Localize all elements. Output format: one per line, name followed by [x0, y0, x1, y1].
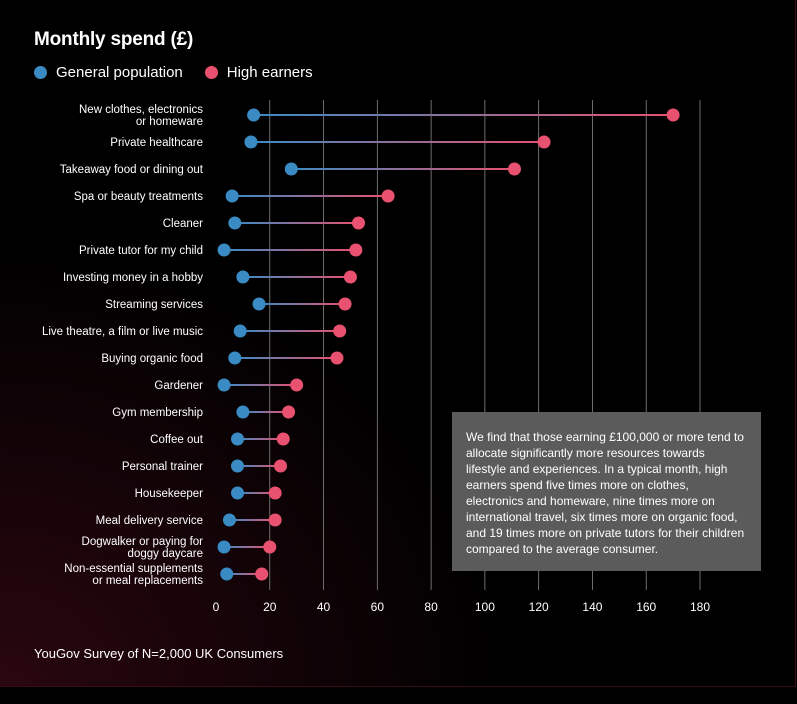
- point-general-population: [228, 216, 242, 230]
- point-high-earners: [290, 378, 304, 392]
- point-high-earners: [507, 162, 521, 176]
- x-tick-label-60: 60: [371, 600, 385, 614]
- x-tick-label-140: 140: [582, 600, 602, 614]
- point-high-earners: [255, 567, 269, 581]
- point-high-earners: [338, 297, 352, 311]
- point-general-population: [233, 324, 247, 338]
- x-tick-label-180: 180: [690, 600, 710, 614]
- point-general-population: [231, 486, 245, 500]
- point-general-population: [217, 378, 231, 392]
- legend-dot-general: [34, 66, 47, 79]
- point-general-population: [222, 513, 236, 527]
- category-label: Streaming services: [105, 299, 203, 311]
- x-tick-label-20: 20: [263, 600, 277, 614]
- category-label: Housekeeper: [135, 488, 204, 500]
- legend: General population High earners: [34, 64, 335, 81]
- category-label: New clothes, electronics or homeware: [79, 104, 203, 128]
- point-high-earners: [349, 243, 363, 257]
- category-label: Gym membership: [112, 407, 203, 419]
- point-high-earners: [268, 513, 282, 527]
- category-label: Personal trainer: [122, 461, 203, 473]
- point-high-earners: [333, 324, 347, 338]
- source-note: YouGov Survey of N=2,000 UK Consumers: [34, 646, 284, 661]
- category-label: Coffee out: [150, 434, 204, 446]
- category-label: Takeaway food or dining out: [60, 164, 204, 176]
- category-label: Meal delivery service: [96, 515, 203, 527]
- category-label: Private healthcare: [110, 137, 203, 149]
- point-general-population: [284, 162, 298, 176]
- x-tick-label-40: 40: [317, 600, 331, 614]
- category-label: Gardener: [154, 380, 203, 392]
- category-label: Spa or beauty treatments: [74, 191, 203, 203]
- legend-label-general: General population: [56, 64, 183, 81]
- point-high-earners: [268, 486, 282, 500]
- legend-dot-high: [204, 66, 218, 79]
- point-general-population: [231, 459, 245, 473]
- point-high-earners: [343, 270, 357, 284]
- category-label: Non-essential supplements or meal replace…: [64, 563, 203, 587]
- point-general-population: [231, 432, 245, 446]
- point-high-earners: [282, 405, 296, 419]
- point-general-population: [252, 297, 266, 311]
- x-tick-label-80: 80: [424, 600, 438, 614]
- point-general-population: [228, 351, 242, 365]
- point-high-earners: [330, 351, 344, 365]
- point-high-earners: [381, 189, 395, 203]
- legend-item-general: General population: [34, 64, 183, 81]
- legend-item-high: High earners: [204, 64, 313, 81]
- x-tick-label-160: 160: [636, 600, 656, 614]
- x-tick-label-120: 120: [529, 600, 549, 614]
- category-label: Buying organic food: [101, 353, 203, 365]
- point-high-earners: [537, 135, 551, 149]
- point-general-population: [220, 567, 234, 581]
- point-general-population: [247, 108, 261, 122]
- point-high-earners: [352, 216, 366, 230]
- point-high-earners: [666, 108, 680, 122]
- category-label: Investing money in a hobby: [63, 272, 203, 284]
- point-high-earners: [274, 459, 288, 473]
- point-general-population: [225, 189, 239, 203]
- point-general-population: [244, 135, 258, 149]
- point-general-population: [236, 405, 250, 419]
- point-high-earners: [263, 540, 277, 554]
- callout-text: We find that those earning £100,000 or m…: [466, 430, 745, 556]
- chart-title: Monthly spend (£): [34, 29, 194, 50]
- category-label: Cleaner: [163, 218, 203, 230]
- legend-label-high: High earners: [226, 64, 313, 81]
- callout-box: We find that those earning £100,000 or m…: [452, 412, 761, 571]
- point-general-population: [217, 540, 231, 554]
- category-label: Private tutor for my child: [79, 245, 203, 257]
- point-high-earners: [276, 432, 290, 446]
- category-label: Dogwalker or paying for doggy daycare: [82, 536, 204, 560]
- category-label: Live theatre, a film or live music: [42, 326, 203, 338]
- point-general-population: [236, 270, 250, 284]
- x-tick-label-0: 0: [213, 600, 220, 614]
- point-general-population: [217, 243, 231, 257]
- x-tick-label-100: 100: [475, 600, 495, 614]
